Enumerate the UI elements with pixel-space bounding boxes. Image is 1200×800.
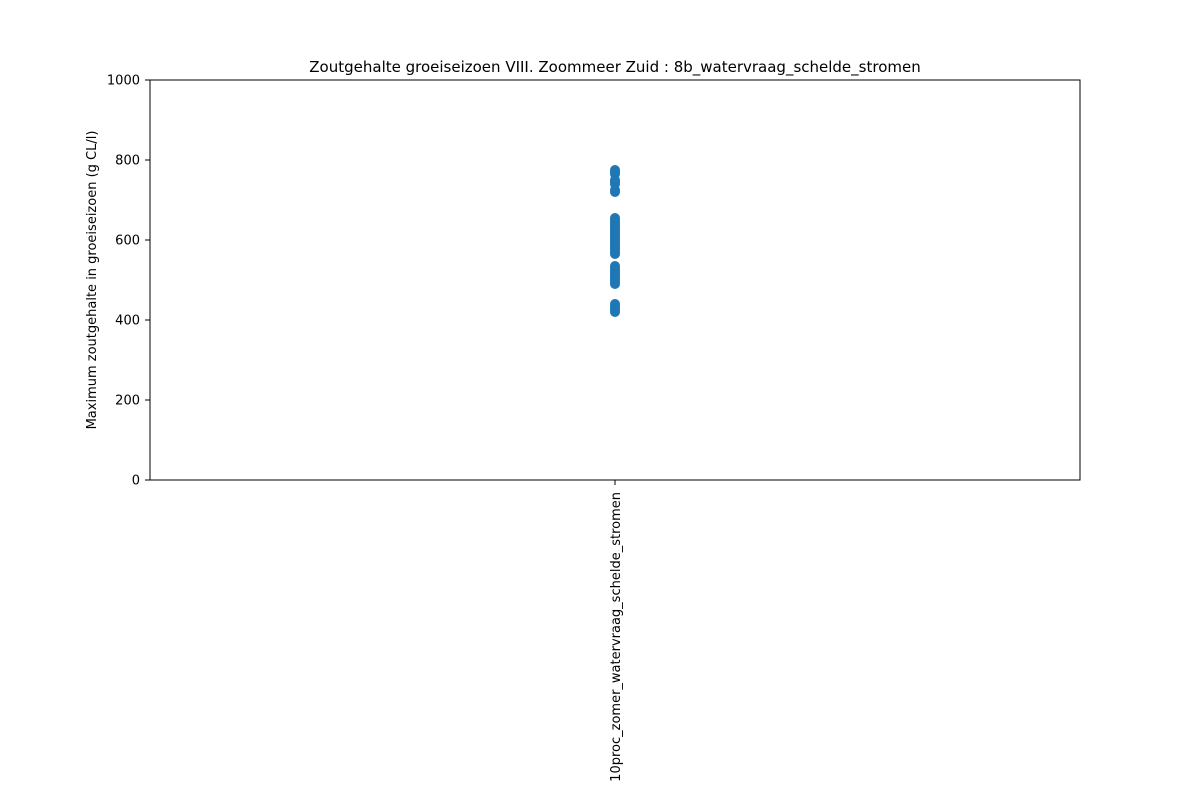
y-axis-ticks: 0 200 400 600 800 1000 [107, 74, 150, 489]
data-point [610, 299, 620, 309]
y-tick-label: 200 [115, 394, 140, 409]
data-point [610, 261, 620, 271]
data-point [610, 213, 620, 223]
y-axis-label: Maximum zoutgehalte in groeiseizoen (g C… [85, 131, 100, 430]
x-tick-label: 10proc_zomer_watervraag_schelde_stromen [609, 492, 624, 782]
y-tick-label: 600 [115, 234, 140, 249]
y-tick-label: 1000 [107, 74, 140, 89]
data-point [610, 165, 620, 175]
x-axis-ticks: 10proc_zomer_watervraag_schelde_stromen [609, 480, 624, 782]
chart-title: Zoutgehalte groeiseizoen VIII. Zoommeer … [309, 58, 920, 77]
y-tick-label: 400 [115, 314, 140, 329]
y-tick-label: 0 [132, 474, 140, 489]
data-points [610, 165, 620, 317]
y-tick-label: 800 [115, 154, 140, 169]
